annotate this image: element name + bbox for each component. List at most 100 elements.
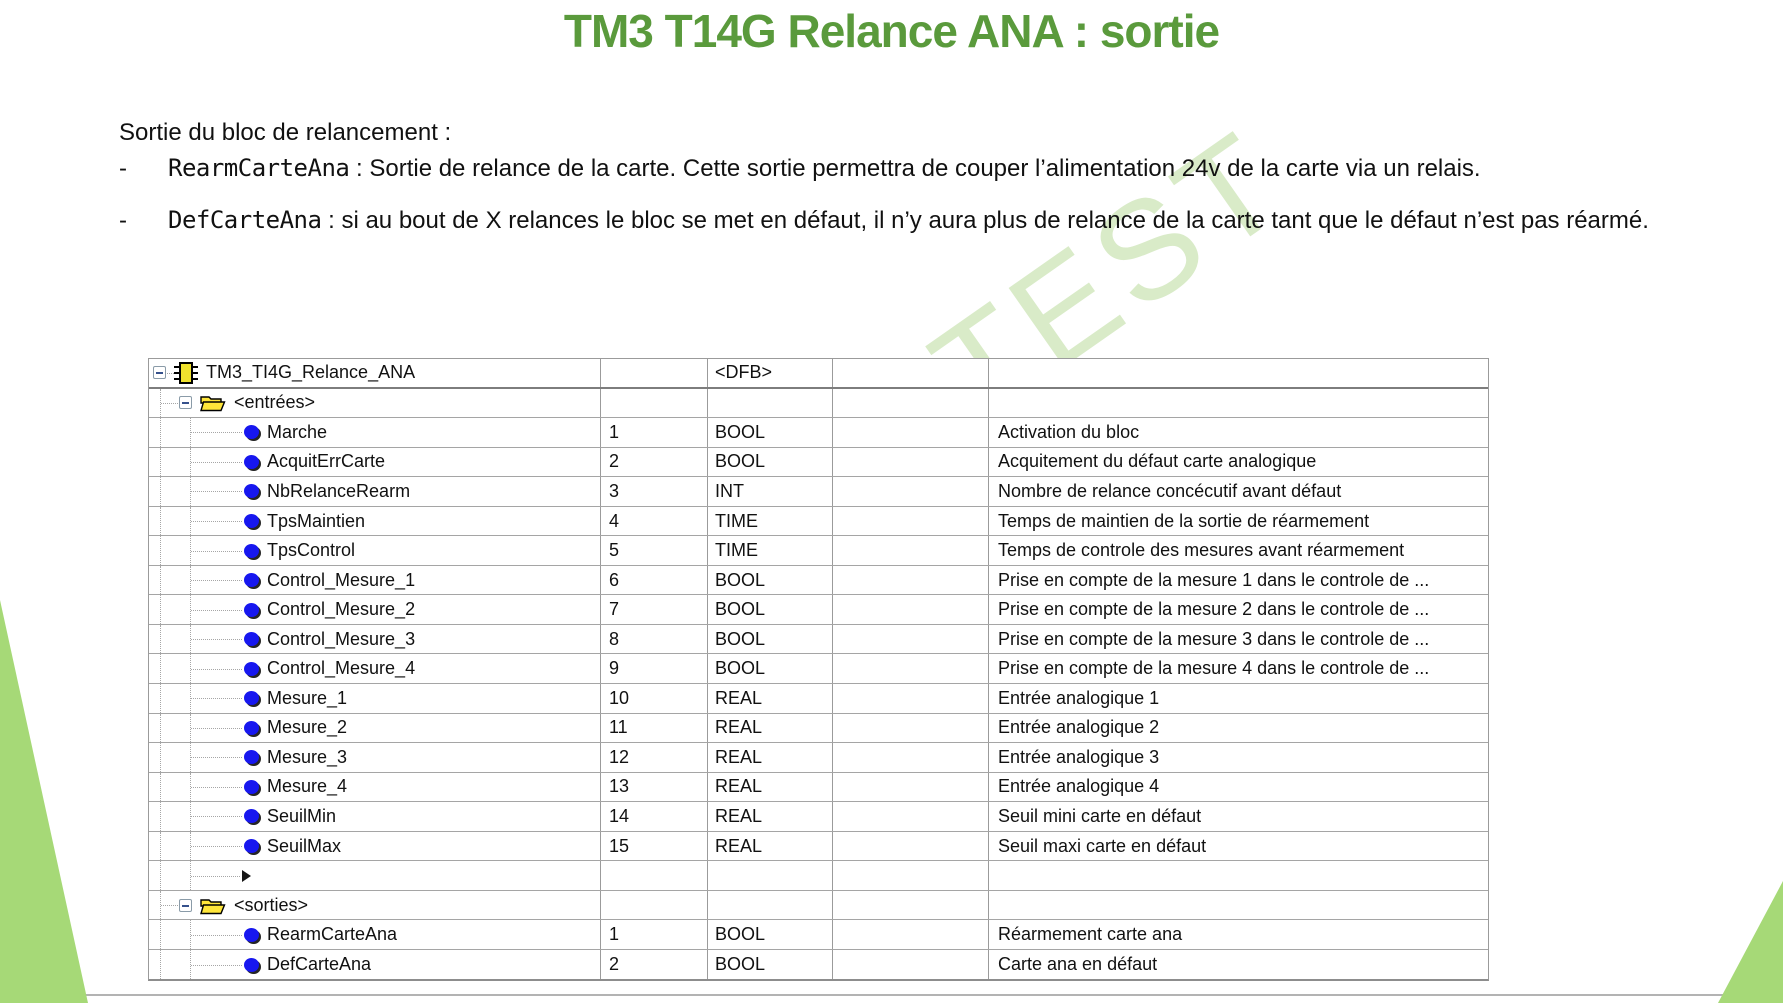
table-row: NbRelanceRearm 3 INT Nombre de relance conc…	[149, 477, 1488, 507]
cell-type: REAL	[708, 831, 833, 861]
variable-name: TpsControl	[267, 540, 356, 561]
cell-value	[833, 920, 989, 949]
cell-number: 12	[601, 743, 708, 772]
cell-value	[833, 447, 989, 477]
cell-name: Marche	[149, 418, 601, 447]
variable-name: DefCarteAna	[267, 954, 372, 975]
cell-comment: Réarmement carte ana	[998, 924, 1183, 945]
cell-comment: Entrée analogique 2	[998, 717, 1160, 738]
bullet-description: : si au bout de X relances le bloc se me…	[321, 207, 1649, 234]
cell-comment: Prise en compte de la mesure 1 dans le c…	[998, 569, 1430, 590]
cell-name: RearmCarteAna	[149, 920, 601, 949]
cell-value	[833, 654, 989, 684]
cell-type	[708, 388, 833, 418]
block-name: TM3_TI4G_Relance_ANA	[206, 362, 416, 383]
variable-name: Control_Mesure_4	[267, 658, 416, 679]
blue-pin-icon	[244, 750, 259, 765]
table-row: Mesure_4 13 REAL Entrée analogique 4	[149, 772, 1488, 803]
variable-name: Control_Mesure_1	[267, 569, 416, 590]
bullet-item: - RearmCarteAna : Sortie de relance de l…	[119, 150, 1685, 187]
cell-number: 7	[601, 595, 708, 624]
blue-pin-icon	[244, 425, 259, 440]
cell-comment: Prise en compte de la mesure 3 dans le c…	[998, 628, 1430, 649]
cell-value	[833, 595, 989, 624]
cell-value	[833, 861, 989, 890]
cell-type: BOOL	[708, 624, 833, 654]
tree-collapse-icon	[179, 396, 192, 410]
variable-name: Control_Mesure_2	[267, 599, 416, 620]
variable-name: Mesure_3	[267, 746, 348, 767]
cell-number: 14	[601, 802, 708, 831]
bullet-description: : Sortie de relance de la carte. Cette s…	[349, 155, 1481, 182]
table-row: <sorties>	[149, 890, 1488, 921]
table-row: Control_Mesure_3 8 BOOL Prise en compte de …	[149, 624, 1488, 655]
cell-type	[708, 861, 833, 890]
cell-number: 5	[601, 536, 708, 565]
blue-pin-icon	[244, 543, 259, 558]
cell-comment: Activation du bloc	[998, 421, 1140, 442]
cell-value	[833, 477, 989, 506]
variable-name: RearmCarteAna	[267, 924, 398, 945]
cell-comment: Acquitement du défaut carte analogique	[998, 451, 1317, 472]
table-row: SeuilMin 14 REAL Seuil mini carte en défaut	[149, 802, 1488, 832]
bullet-dash: -	[119, 155, 127, 182]
cell-number: 4	[601, 506, 708, 536]
cell-comment: Entrée analogique 3	[998, 746, 1160, 767]
cell-type: TIME	[708, 536, 833, 565]
variable-name: TpsMaintien	[267, 510, 366, 531]
cell-number: 13	[601, 772, 708, 802]
cell-comment: Prise en compte de la mesure 2 dans le c…	[998, 599, 1430, 620]
cell-type: REAL	[708, 772, 833, 802]
cell-name: Mesure_3	[149, 743, 601, 772]
cell-name: TpsMaintien	[149, 506, 601, 536]
cell-type: TIME	[708, 506, 833, 536]
cell-comment	[989, 389, 1488, 418]
cell-number: 9	[601, 654, 708, 684]
cell-name: TpsControl	[149, 536, 601, 565]
cell-number: 11	[601, 713, 708, 743]
cell-number	[601, 861, 708, 890]
cell-name: DefCarteAna	[149, 949, 601, 980]
cell-name: Mesure_4	[149, 772, 601, 802]
cell-type: REAL	[708, 713, 833, 743]
table-row: <entrées>	[149, 388, 1488, 419]
intro-text: Sortie du bloc de relancement :	[119, 119, 452, 146]
open-folder-icon	[200, 396, 226, 412]
cell-type: REAL	[708, 684, 833, 713]
slide-title: TM3 T14G Relance ANA : sortie	[563, 5, 1220, 57]
table-row: Mesure_3 12 REAL Entrée analogique 3	[149, 743, 1488, 773]
blue-pin-icon	[244, 809, 259, 824]
blue-pin-icon	[244, 839, 259, 854]
cell-name: Mesure_1	[149, 684, 601, 713]
section-name: <entrées>	[234, 392, 316, 413]
blue-pin-icon	[244, 720, 259, 735]
cell-type: BOOL	[708, 920, 833, 949]
table-row: Control_Mesure_2 7 BOOL Prise en compte de …	[149, 595, 1488, 625]
cell-comment: Carte ana en défaut	[998, 954, 1158, 975]
cell-type	[708, 890, 833, 920]
table-row: Mesure_1 10 REAL Entrée analogique 1	[149, 684, 1488, 714]
cell-number: 10	[601, 684, 708, 713]
variable-name: Control_Mesure_3	[267, 628, 416, 649]
cell-number: 2	[601, 949, 708, 980]
variable-name: SeuilMin	[267, 805, 337, 826]
table-row: TpsControl 5 TIME Temps de controle des mes…	[149, 536, 1488, 566]
cell-value	[833, 388, 989, 418]
cell-value	[833, 506, 989, 536]
variable-name: SeuilMax	[267, 835, 342, 856]
cell-type: REAL	[708, 743, 833, 772]
cell-comment	[989, 359, 1488, 387]
variable-name: Mesure_2	[267, 717, 348, 738]
blue-pin-icon	[244, 691, 259, 706]
cell-value	[833, 831, 989, 861]
cell-number: 2	[601, 447, 708, 477]
cell-name: Control_Mesure_3	[149, 624, 601, 654]
cell-number	[601, 890, 708, 920]
cell-value	[833, 890, 989, 920]
table-row: TpsMaintien 4 TIME Temps de maintien de la …	[149, 506, 1488, 537]
blue-pin-icon	[244, 632, 259, 647]
blue-pin-icon	[244, 602, 259, 617]
cell-type: BOOL	[708, 654, 833, 684]
bullet-item: - DefCarteAna : si au bout de X relances…	[119, 202, 1685, 239]
cell-type: <DFB>	[708, 359, 833, 387]
